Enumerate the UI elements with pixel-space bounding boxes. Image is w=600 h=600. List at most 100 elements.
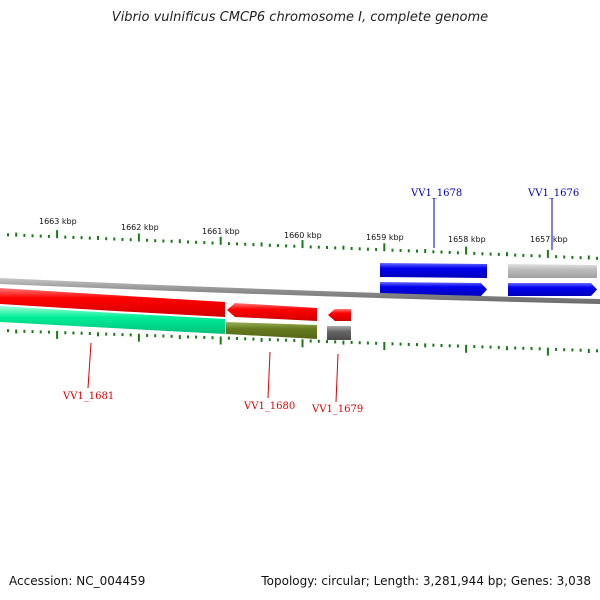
band-1681-lower[interactable]	[0, 306, 225, 334]
tick-label-1658: 1658 kbp	[448, 235, 486, 244]
lower-tick	[375, 341, 378, 345]
upper-tick	[334, 246, 337, 250]
lower-tick	[342, 340, 345, 345]
lower-tick	[7, 329, 9, 333]
tick-label-1663: 1663 kbp	[39, 217, 77, 226]
label-VV1_1681[interactable]: VV1_1681	[62, 391, 114, 402]
lower-tick	[309, 339, 312, 343]
upper-tick	[416, 249, 418, 253]
upper-tick	[154, 239, 157, 243]
band-1679-lower[interactable]	[327, 326, 351, 340]
upper-tick	[146, 238, 149, 242]
lower-tick	[481, 345, 484, 349]
upper-tick	[88, 236, 91, 240]
upper-tick	[456, 251, 459, 255]
leader-VV1_1679	[335, 353, 339, 403]
upper-tick	[317, 245, 320, 249]
gene-VV1_1676[interactable]	[508, 283, 597, 296]
lower-tick	[555, 347, 558, 351]
gene-VV1_1680[interactable]	[227, 303, 317, 321]
label-VV1_1679[interactable]: VV1_1679	[311, 404, 363, 415]
lower-tick	[31, 330, 34, 334]
lower-tick	[399, 342, 402, 346]
upper-tick	[113, 237, 116, 241]
upper-tick	[497, 252, 500, 256]
band-1676-upper[interactable]	[508, 264, 597, 278]
upper-tick	[211, 241, 214, 245]
lower-tick	[170, 334, 173, 338]
upper-tick	[432, 250, 435, 254]
lower-tick	[571, 348, 574, 352]
upper-tick	[326, 246, 328, 249]
lower-tick	[596, 349, 598, 353]
upper-tick	[219, 236, 222, 245]
upper-tick	[187, 240, 189, 244]
upper-tick	[399, 249, 402, 252]
lower-tick	[72, 331, 75, 335]
lower-tick	[366, 341, 369, 345]
lower-tick	[64, 331, 67, 335]
lower-tick	[522, 346, 525, 350]
upper-tick	[293, 244, 296, 248]
band-1680-lower[interactable]	[226, 322, 317, 339]
upper-tick	[244, 242, 247, 246]
lower-tick	[121, 333, 124, 337]
lower-tick	[440, 344, 443, 347]
label-VV1_1680[interactable]: VV1_1680	[243, 401, 295, 412]
lower-tick	[195, 335, 198, 339]
upper-tick	[571, 255, 574, 259]
lower-tick	[113, 332, 116, 336]
lower-tick	[178, 335, 181, 340]
accession-text: Accession: NC_004459	[9, 574, 146, 588]
map-title: Vibrio vulnificus CMCP6 chromosome I, co…	[111, 10, 489, 25]
upper-tick	[162, 239, 165, 243]
upper-tick	[121, 237, 124, 241]
upper-tick	[252, 243, 255, 247]
upper-tick	[72, 235, 75, 239]
lower-tick	[23, 329, 26, 333]
lower-tick	[546, 347, 549, 356]
lower-tick	[56, 330, 59, 339]
upper-tick	[342, 245, 345, 250]
lower-tick	[448, 344, 451, 348]
upper-tick	[522, 253, 525, 257]
lower-tick	[39, 330, 42, 334]
upper-tick	[301, 240, 304, 249]
upper-tick	[546, 249, 549, 258]
leader-VV1_1680	[267, 351, 271, 399]
gene-VV1_1679[interactable]	[328, 309, 351, 321]
lower-tick-marks	[7, 329, 598, 356]
lower-tick	[334, 340, 337, 344]
lower-tick	[252, 337, 255, 341]
lower-tick	[407, 342, 410, 346]
gene-VV1_1678[interactable]	[380, 282, 487, 296]
lower-tick	[187, 335, 189, 339]
upper-tick	[97, 235, 99, 240]
label-VV1_1676[interactable]: VV1_1676	[527, 188, 579, 199]
tick-label-1659: 1659 kbp	[366, 233, 404, 242]
upper-tick	[129, 238, 132, 242]
label-VV1_1678[interactable]: VV1_1678	[410, 188, 462, 199]
lower-tick	[432, 343, 435, 347]
upper-tick	[506, 252, 508, 257]
upper-tick-marks	[7, 230, 598, 260]
lower-tick	[293, 339, 296, 342]
gene-VV1_1678-upper[interactable]	[380, 263, 487, 278]
upper-tick	[203, 241, 206, 245]
lower-tick	[579, 348, 582, 352]
gene-VV1_1681[interactable]	[0, 288, 225, 317]
upper-tick	[7, 233, 9, 237]
lower-tick	[391, 342, 394, 346]
topology-summary: Topology: circular; Length: 3,281,944 bp…	[261, 574, 591, 588]
lower-tick	[326, 340, 328, 344]
lower-tick	[146, 334, 149, 337]
upper-tick	[64, 235, 67, 239]
upper-tick	[178, 239, 181, 244]
upper-tick	[481, 252, 484, 256]
lower-tick	[317, 339, 320, 343]
lower-tick	[489, 345, 492, 349]
lower-tick	[530, 347, 533, 350]
upper-tick	[587, 255, 590, 260]
gene-leader-lines	[87, 198, 553, 403]
